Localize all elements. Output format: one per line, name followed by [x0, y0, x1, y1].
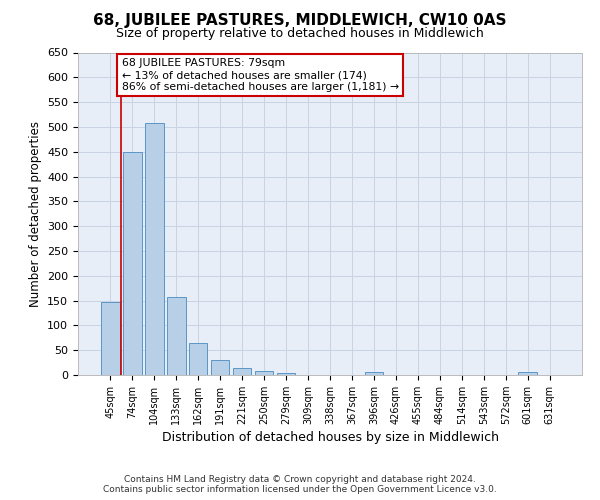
Bar [189, 343, 208, 375]
Text: 68 JUBILEE PASTURES: 79sqm
← 13% of detached houses are smaller (174)
86% of sem: 68 JUBILEE PASTURES: 79sqm ← 13% of deta… [122, 58, 399, 92]
Bar [365, 372, 383, 375]
Text: Size of property relative to detached houses in Middlewich: Size of property relative to detached ho… [116, 28, 484, 40]
X-axis label: Distribution of detached houses by size in Middlewich: Distribution of detached houses by size … [161, 431, 499, 444]
Text: 68, JUBILEE PASTURES, MIDDLEWICH, CW10 0AS: 68, JUBILEE PASTURES, MIDDLEWICH, CW10 0… [93, 12, 507, 28]
Bar [123, 152, 142, 375]
Bar [518, 372, 537, 375]
Bar [277, 372, 295, 375]
Bar [233, 368, 251, 375]
Text: Contains HM Land Registry data © Crown copyright and database right 2024.
Contai: Contains HM Land Registry data © Crown c… [103, 474, 497, 494]
Bar [255, 370, 274, 375]
Bar [167, 296, 185, 375]
Bar [101, 302, 119, 375]
Bar [211, 360, 229, 375]
Y-axis label: Number of detached properties: Number of detached properties [29, 120, 41, 306]
Bar [145, 124, 164, 375]
